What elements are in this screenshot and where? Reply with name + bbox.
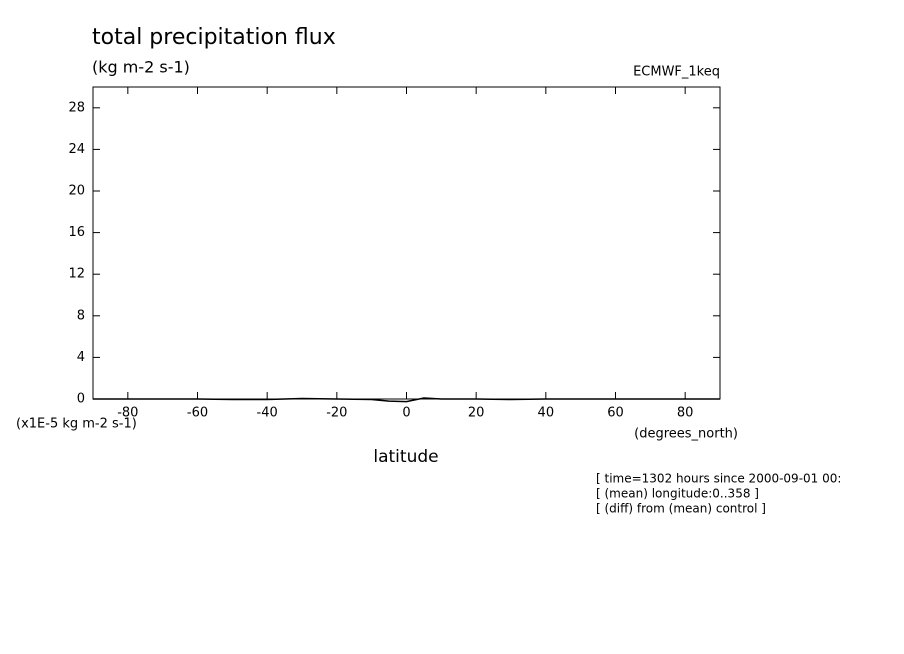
y-tick-label: 12 bbox=[68, 267, 85, 282]
x-tick-label: -80 bbox=[117, 406, 138, 421]
x-tick-label: 40 bbox=[538, 406, 555, 421]
y-tick-label: 24 bbox=[68, 142, 85, 157]
y-tick-label: 4 bbox=[77, 350, 85, 365]
x-units: (degrees_north) bbox=[634, 427, 738, 442]
x-tick-label: -40 bbox=[257, 406, 278, 421]
x-tick-label: -20 bbox=[326, 406, 347, 421]
x-tick-label: 60 bbox=[607, 406, 624, 421]
y-tick-label: 8 bbox=[77, 308, 85, 323]
x-tick-label: -60 bbox=[187, 406, 208, 421]
x-axis-label: latitude bbox=[373, 447, 438, 467]
note: [ (mean) longitude:0..358 ] bbox=[596, 487, 759, 501]
note: [ (diff) from (mean) control ] bbox=[596, 502, 766, 516]
dataset-label: ECMWF_1keq bbox=[633, 65, 720, 80]
x-tick-label: 80 bbox=[677, 406, 694, 421]
y-tick-label: 16 bbox=[68, 225, 85, 240]
y-tick-label: 28 bbox=[68, 100, 85, 115]
chart-title: total precipitation flux bbox=[92, 25, 336, 50]
data-line bbox=[93, 397, 720, 403]
chart-subtitle: (kg m-2 s-1) bbox=[92, 58, 190, 77]
y-units: (x1E-5 kg m-2 s-1) bbox=[16, 417, 137, 432]
y-tick-label: 20 bbox=[68, 184, 85, 199]
note: [ time=1302 hours since 2000-09-01 00: bbox=[596, 472, 841, 486]
plot-frame bbox=[92, 86, 721, 400]
x-tick-label: 20 bbox=[468, 406, 485, 421]
y-tick-label: 0 bbox=[77, 392, 85, 407]
x-tick-label: 0 bbox=[402, 406, 410, 421]
